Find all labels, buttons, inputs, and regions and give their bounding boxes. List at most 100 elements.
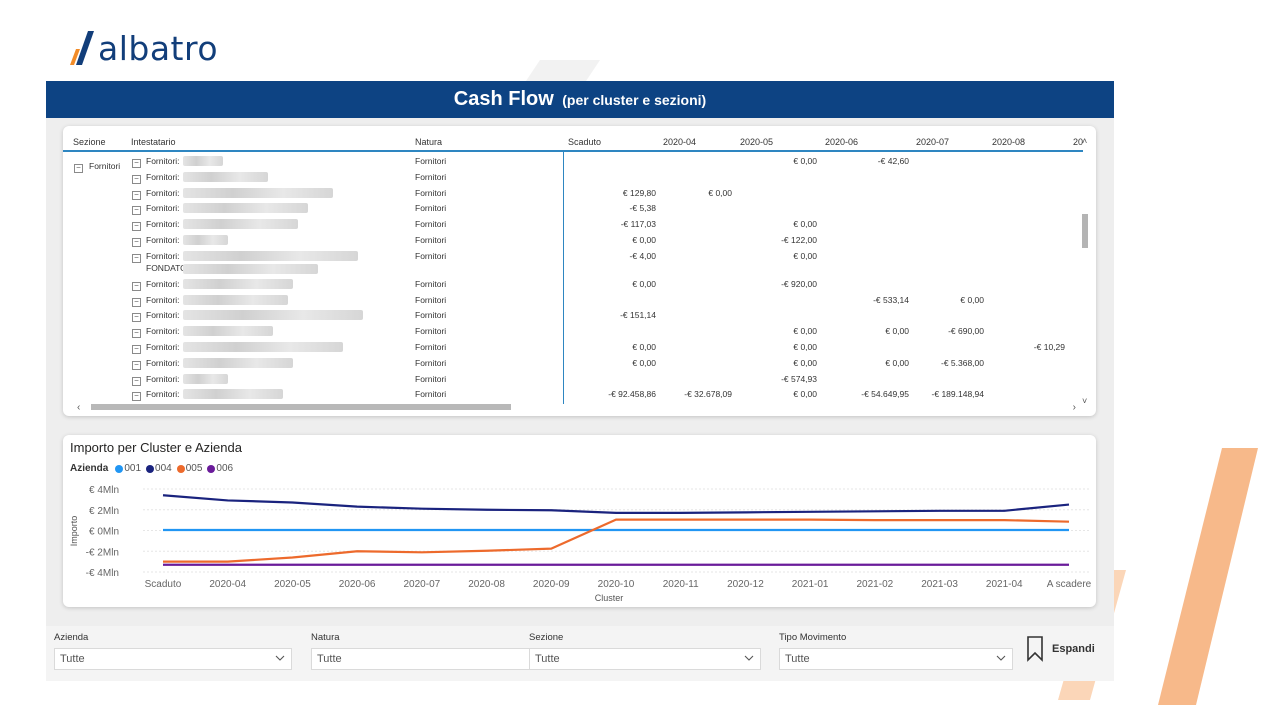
chart-legend: Azienda 001 004 005 006 (70, 463, 233, 474)
scroll-right-icon[interactable]: › (1072, 402, 1076, 413)
cell-m06: € 0,00 (885, 357, 909, 368)
filter-sezione[interactable]: Sezione Tutte (529, 632, 761, 670)
row-collapse-icon[interactable]: − (132, 297, 141, 307)
cell-natura: Fornitori (415, 219, 447, 230)
row-collapse-icon[interactable]: − (132, 174, 141, 184)
x-tick-label: 2020-05 (274, 579, 311, 590)
table-row[interactable]: − Fornitori: Fornitori -€ 5,38 (63, 203, 1083, 219)
cell-m04: -€ 32.678,09 (684, 389, 732, 400)
table-row[interactable]: − Fornitori: Fornitori -€ 92.458,86 -€ 32.67… (63, 389, 1083, 405)
x-tick-label: 2021-02 (857, 579, 894, 590)
x-tick-label: Scaduto (145, 579, 182, 590)
row-collapse-icon[interactable]: − (132, 392, 141, 402)
row-collapse-icon[interactable]: − (132, 190, 141, 200)
row-collapse-icon[interactable]: − (132, 345, 141, 354)
select-value: Tutte (317, 653, 342, 665)
table-row[interactable]: − Fornitori: Fornitori -€ 533,14 € 0,00 (63, 294, 1083, 311)
horizontal-scroll-thumb[interactable] (91, 404, 511, 410)
espandi-button[interactable]: Espandi (1026, 636, 1095, 662)
col-header-2020-08[interactable]: 2020-08 (992, 137, 1026, 147)
cashflow-matrix[interactable]: Sezione Intestatario Natura Scaduto 2020… (63, 126, 1096, 416)
col-header-2020-09[interactable]: 20 (1073, 137, 1084, 147)
scroll-up-icon[interactable]: ˄ (1082, 136, 1088, 146)
filter-natura[interactable]: Natura Tutte (311, 632, 549, 670)
sezione-select[interactable]: Tutte (529, 648, 761, 670)
cell-natura: Fornitori (415, 357, 447, 368)
table-row[interactable]: − Fornitori: Fornitori € 0,00 € 0,00 -€ 10,29 (63, 342, 1083, 358)
table-row[interactable]: − Fornitori: Fornitori € 0,00 -€ 920,00 (63, 278, 1083, 295)
cell-intestatario: Fornitori: (146, 250, 180, 261)
x-tick-label: 2020-07 (404, 579, 441, 590)
series-line-005[interactable] (163, 518, 1070, 563)
legend-item-005[interactable]: 005 (176, 463, 202, 474)
cell-m07: -€ 5.368,00 (940, 357, 984, 368)
col-header-2020-05[interactable]: 2020-05 (740, 137, 774, 147)
cell-intestatario: Fornitori: (146, 373, 180, 384)
table-row[interactable]: − Fornitori: FONDATO Fornitori -€ 4,00 € 0,00 (63, 250, 1083, 279)
row-collapse-icon[interactable]: − (132, 222, 141, 232)
row-collapse-icon[interactable]: − (132, 329, 141, 339)
x-tick-label: 2020-08 (468, 579, 505, 590)
legend-item-004[interactable]: 004 (146, 463, 172, 474)
x-tick-label: 2021-04 (986, 579, 1023, 590)
table-row[interactable]: − Fornitori: Fornitori -€ 151,14 (63, 310, 1083, 326)
cell-natura: Fornitori (415, 389, 447, 400)
table-row[interactable]: − Fornitori: Fornitori € 0,00 -€ 42,60 (63, 156, 1083, 172)
col-header-intestatario[interactable]: Intestatario (131, 137, 176, 147)
line-chart[interactable]: € 4Mln € 2Mln € 0Mln -€ 2Mln -€ 4Mln Scaduto 2… (63, 435, 1096, 607)
cell-intestatario-line2: FONDATO (146, 262, 187, 273)
cell-m05: € 0,00 (793, 250, 817, 261)
cell-m05: -€ 122,00 (781, 235, 817, 245)
col-header-2020-07[interactable]: 2020-07 (916, 137, 950, 147)
filter-tipo-movimento[interactable]: Tipo Movimento Tutte (779, 632, 1013, 670)
filter-label: Natura (311, 632, 340, 643)
row-collapse-icon[interactable]: − (132, 281, 141, 291)
row-collapse-icon[interactable]: − (132, 253, 141, 263)
albatro-logo: albatro (70, 28, 218, 68)
table-row[interactable]: − Fornitori: Fornitori -€ 574,93 (63, 373, 1083, 390)
cell-intestatario: Fornitori: (146, 235, 180, 245)
y-tick-label: -€ 2Mln (86, 547, 119, 558)
table-row[interactable]: − Fornitori: Fornitori € 0,00 € 0,00 -€ 690,0… (63, 326, 1083, 342)
matrix-header: Sezione Intestatario Natura Scaduto 2020… (63, 132, 1083, 152)
header-divider (63, 150, 1083, 152)
redacted-name-blur (183, 373, 228, 384)
cell-scaduto: € 0,00 (632, 235, 656, 245)
table-row[interactable]: − Fornitori: Fornitori (63, 171, 1083, 188)
table-row[interactable]: − Fornitori: Fornitori € 0,00 -€ 122,00 (63, 235, 1083, 251)
cell-intestatario: Fornitori: (146, 278, 180, 289)
vertical-scroll-thumb[interactable] (1082, 214, 1088, 248)
row-collapse-icon[interactable]: − (132, 206, 141, 216)
table-row[interactable]: − Fornitori: Fornitori -€ 117,03 € 0,00 (63, 219, 1083, 235)
cell-natura: Fornitori (415, 250, 447, 261)
table-row[interactable]: − Fornitori: Fornitori € 0,00 € 0,00 € 0,00 -€… (63, 357, 1083, 374)
natura-select[interactable]: Tutte (311, 648, 549, 670)
col-header-natura[interactable]: Natura (415, 137, 443, 147)
row-collapse-icon[interactable]: − (132, 360, 141, 370)
row-collapse-icon[interactable]: − (132, 376, 141, 386)
row-collapse-icon[interactable]: − (132, 238, 141, 247)
col-header-sezione[interactable]: Sezione (73, 137, 106, 147)
legend-item-001[interactable]: 001 (115, 463, 141, 474)
filter-azienda[interactable]: Azienda Tutte (54, 632, 292, 670)
redacted-name-blur (183, 342, 343, 352)
y-tick-label: € 4Mln (89, 485, 119, 496)
col-header-scaduto[interactable]: Scaduto (568, 137, 602, 147)
vertical-scrollbar[interactable]: ˄ ˅ (1082, 136, 1088, 406)
azienda-select[interactable]: Tutte (54, 648, 292, 670)
scroll-left-icon[interactable]: ‹ (77, 402, 81, 413)
table-row[interactable]: − Fornitori: Fornitori € 129,80 € 0,00 (63, 187, 1083, 204)
section-collapse-icon[interactable]: − (74, 164, 83, 173)
series-line-004[interactable] (162, 494, 1070, 514)
row-collapse-icon[interactable]: − (132, 313, 141, 323)
redacted-name-blur (183, 219, 298, 230)
col-header-2020-04[interactable]: 2020-04 (663, 137, 697, 147)
filter-label: Sezione (529, 632, 564, 643)
cell-natura: Fornitori (415, 171, 447, 182)
col-header-2020-06[interactable]: 2020-06 (825, 137, 859, 147)
tipo-movimento-select[interactable]: Tutte (779, 648, 1013, 670)
scroll-down-icon[interactable]: ˅ (1082, 396, 1088, 406)
legend-item-006[interactable]: 006 (207, 463, 233, 474)
line-chart-card[interactable]: Importo per Cluster e Azienda Azienda 00… (63, 435, 1096, 607)
row-collapse-icon[interactable]: − (132, 159, 141, 168)
